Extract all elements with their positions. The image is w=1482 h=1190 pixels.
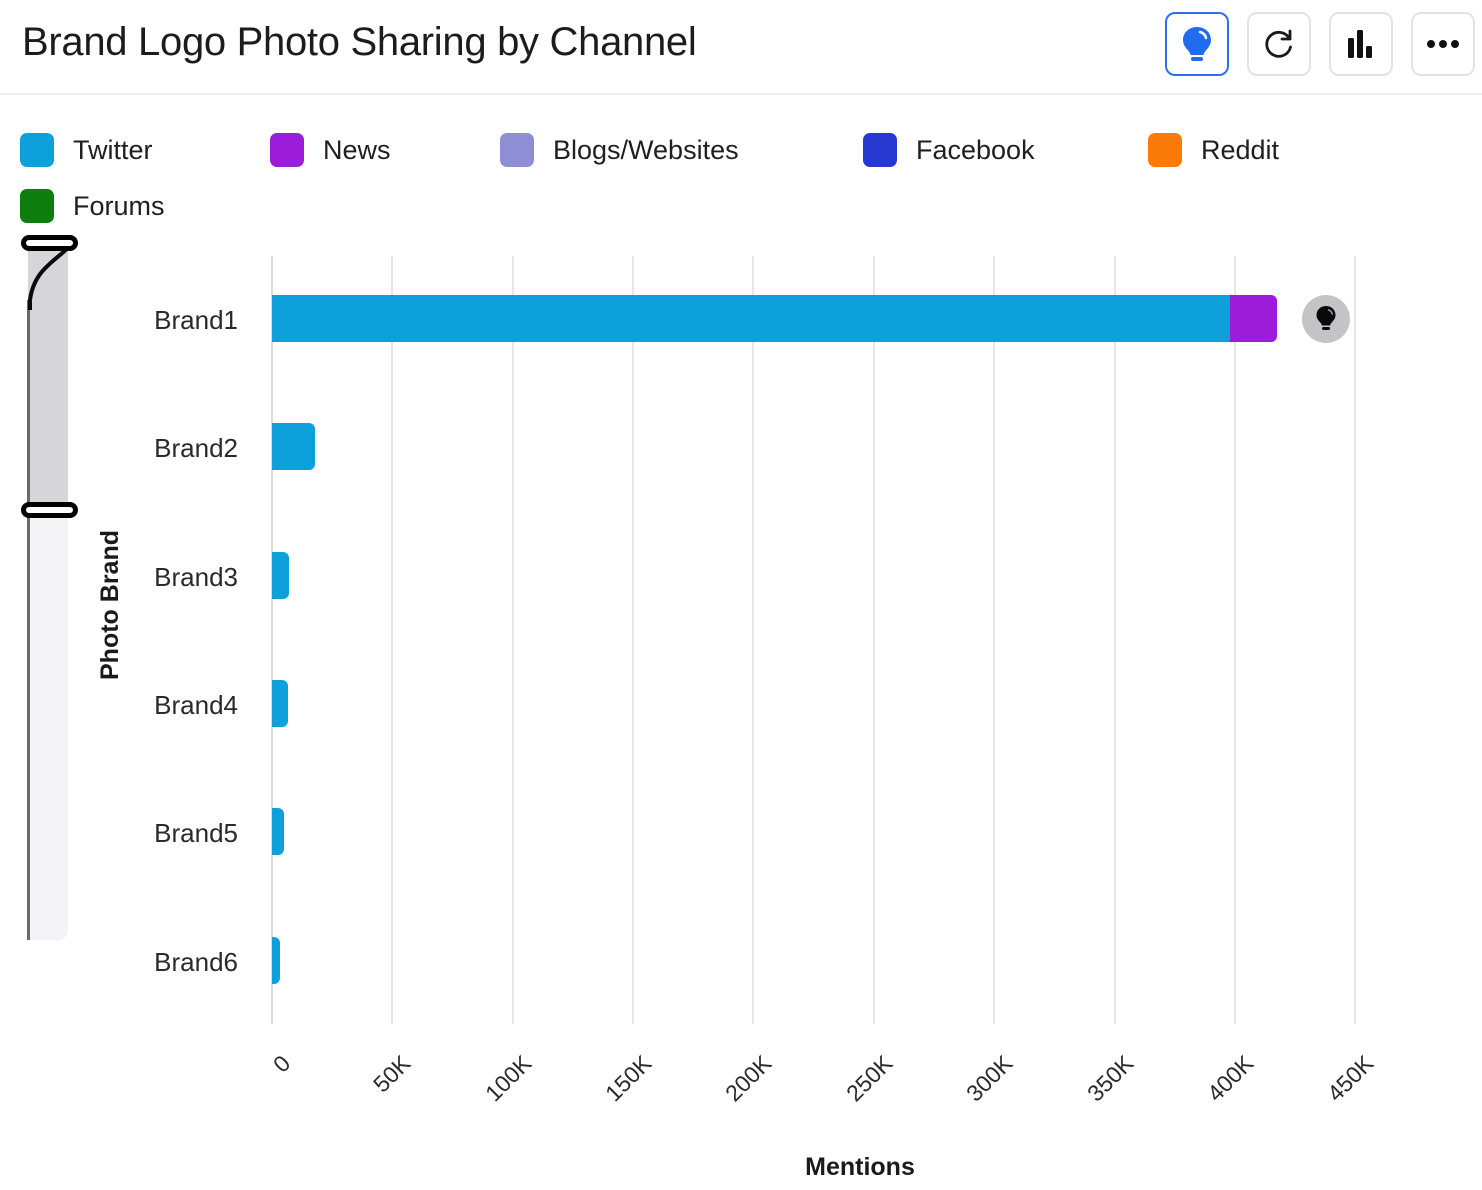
x-tick-label: 150K (600, 1050, 657, 1107)
grid-line (1114, 256, 1116, 1024)
bar-segment-twitter[interactable] (272, 808, 285, 855)
x-tick-label: 200K (720, 1050, 777, 1107)
legend-label: Forums (73, 190, 165, 221)
grid-line (1234, 256, 1236, 1024)
legend-label: Reddit (1201, 134, 1280, 165)
category-label: Brand1 (154, 305, 238, 335)
x-tick-label: 0 (267, 1050, 296, 1078)
grid-line (632, 256, 634, 1024)
grid-line (391, 256, 393, 1024)
refresh-icon (1265, 29, 1292, 58)
chart-header: Brand Logo Photo Sharing by Channel (0, 0, 1482, 95)
legend-swatch-reddit (1148, 133, 1182, 167)
x-tick-label: 50K (368, 1050, 416, 1098)
grid-line (993, 256, 995, 1024)
slider-preview-curve (28, 244, 72, 310)
bar-segment-news[interactable] (1229, 295, 1277, 342)
slider-preview-line (27, 300, 30, 940)
x-tick-label: 350K (1082, 1050, 1139, 1107)
chart-type-button[interactable] (1329, 12, 1393, 76)
x-tick-label: 300K (961, 1050, 1018, 1107)
category-label: Brand6 (154, 947, 238, 977)
x-tick-label: 100K (480, 1050, 537, 1107)
x-axis-title: Mentions (805, 1153, 915, 1181)
grid-line (873, 256, 875, 1024)
legend-swatch-facebook (863, 133, 897, 167)
bar-segment-twitter[interactable] (272, 937, 281, 984)
more-horizontal-icon (1427, 40, 1459, 48)
grid-line (1354, 256, 1356, 1024)
slider-handle-top[interactable] (21, 235, 78, 251)
legend-swatch-news (270, 133, 304, 167)
legend-item-blogs-websites[interactable]: Blogs/Websites (500, 132, 739, 168)
legend-item-twitter[interactable]: Twitter (20, 132, 153, 168)
legend-swatch-forums (20, 189, 54, 223)
category-label: Brand5 (154, 818, 238, 848)
legend-label: Blogs/Websites (553, 134, 739, 165)
x-tick-label: 400K (1202, 1050, 1259, 1107)
y-axis-line (271, 256, 273, 1024)
slider-handle-bottom[interactable] (21, 502, 78, 518)
bar-segment-twitter[interactable] (272, 680, 288, 727)
bar-segment-twitter[interactable] (272, 295, 1230, 342)
refresh-button[interactable] (1247, 12, 1311, 76)
legend-item-reddit[interactable]: Reddit (1148, 132, 1279, 168)
legend-label: Twitter (73, 134, 153, 165)
legend-item-facebook[interactable]: Facebook (863, 132, 1035, 168)
legend-item-forums[interactable]: Forums (20, 188, 165, 224)
insights-button[interactable] (1165, 12, 1229, 76)
bar-segment-twitter[interactable] (272, 423, 316, 470)
more-options-button[interactable] (1411, 12, 1475, 76)
lightbulb-icon (1183, 27, 1211, 61)
grid-line (512, 256, 514, 1024)
legend-label: Facebook (916, 134, 1035, 165)
legend-swatch-blogs-websites (500, 133, 534, 167)
category-label: Brand2 (154, 433, 238, 463)
insight-marker-button[interactable] (1302, 295, 1350, 343)
y-axis-title: Photo Brand (96, 530, 124, 680)
grid-line (752, 256, 754, 1024)
lightbulb-icon (1316, 306, 1336, 330)
category-label: Brand3 (154, 562, 238, 592)
x-tick-label: 450K (1322, 1050, 1379, 1107)
bar-segment-twitter[interactable] (272, 552, 289, 599)
bar-chart-icon (1348, 30, 1372, 58)
chart-title: Brand Logo Photo Sharing by Channel (22, 20, 697, 64)
legend-swatch-twitter (20, 133, 54, 167)
category-label: Brand4 (154, 690, 238, 720)
x-tick-label: 250K (841, 1050, 898, 1107)
legend-label: News (323, 134, 391, 165)
legend-item-news[interactable]: News (270, 132, 391, 168)
slider-selected-range[interactable] (28, 245, 68, 511)
